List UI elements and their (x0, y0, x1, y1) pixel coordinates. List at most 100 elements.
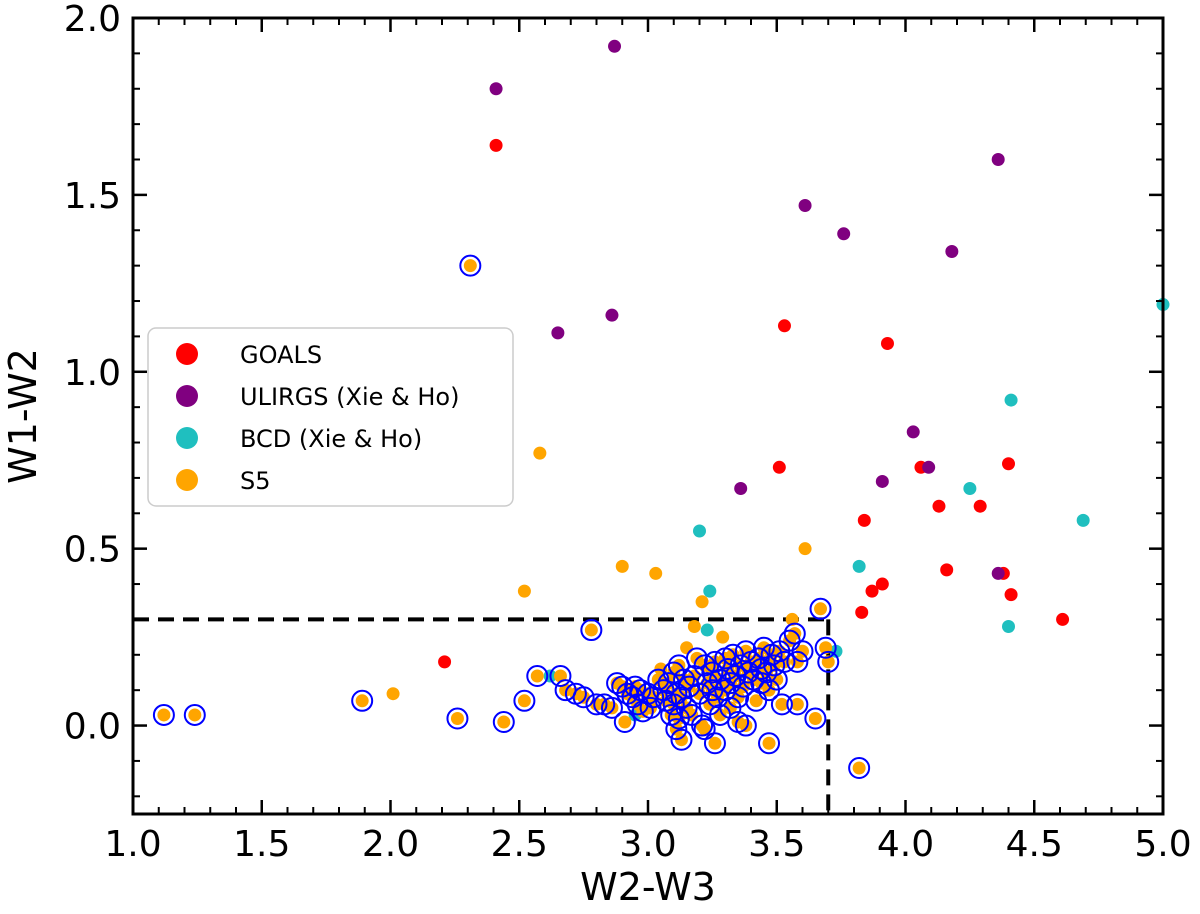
point-selected-ring (727, 686, 750, 709)
point-selected-ring (817, 650, 840, 673)
series-goals (438, 138, 1070, 669)
series-selected (152, 254, 871, 780)
point-selected-ring (665, 682, 688, 705)
point-s5 (530, 669, 544, 683)
data-points (152, 39, 1170, 780)
point-s5 (157, 708, 171, 722)
point-s5 (584, 623, 598, 637)
point-s5 (517, 584, 531, 598)
point-selected-ring (716, 657, 739, 680)
legend-marker (176, 343, 198, 365)
point-selected-ring (585, 693, 608, 716)
point-s5 (680, 641, 694, 655)
point-selected-ring (665, 718, 688, 741)
point-selected-ring (809, 597, 832, 620)
x-tick-label: 1.5 (233, 824, 290, 865)
point-s5 (775, 697, 789, 711)
point-ulirgs-xie-ho (837, 227, 851, 241)
point-ulirgs-xie-ho (489, 82, 503, 96)
point-s5 (698, 722, 712, 736)
point-goals (438, 655, 452, 669)
point-goals (1056, 612, 1070, 626)
point-goals (875, 577, 889, 591)
legend-box (147, 327, 514, 507)
x-axis-title: W2-W3 (580, 865, 716, 909)
point-selected-ring (492, 711, 515, 734)
x-tick-label: 3.0 (619, 824, 676, 865)
point-goals (857, 513, 871, 527)
point-bcd-xie-ho (703, 584, 717, 598)
point-s5 (790, 697, 804, 711)
point-selected-ring (791, 640, 814, 663)
point-ulirgs-xie-ho (991, 566, 1005, 580)
point-s5 (533, 446, 547, 460)
point-goals (855, 605, 869, 619)
point-ulirgs-xie-ho (608, 39, 622, 53)
point-selected-ring (750, 657, 773, 680)
point-bcd-xie-ho (1004, 393, 1018, 407)
point-goals (880, 336, 894, 350)
point-s5 (796, 644, 809, 658)
point-s5 (450, 711, 464, 725)
point-bcd-xie-ho (700, 623, 714, 637)
point-selected-ring (624, 675, 647, 698)
point-selected-ring (647, 668, 670, 691)
point-selected-ring (786, 650, 809, 673)
x-tick-label: 2.5 (491, 824, 548, 865)
point-selected-ring (747, 647, 770, 670)
x-tick-label: 1.0 (104, 824, 161, 865)
point-s5 (798, 542, 812, 556)
point-bcd-xie-ho (1002, 619, 1015, 633)
point-bcd-xie-ho (852, 559, 866, 573)
point-s5 (355, 694, 369, 708)
legend-marker (176, 385, 198, 407)
point-bcd-xie-ho (693, 524, 706, 538)
point-s5 (649, 566, 663, 580)
point-selected-ring (459, 254, 482, 277)
point-s5 (674, 733, 688, 747)
point-bcd-xie-ho (1076, 513, 1090, 527)
point-s5 (618, 715, 632, 729)
tick-labels: 1.0 1.5 2.0 2.5 3.0 3.5 4.0 4.5 5.0 0.0 0.5 1.0 1.5 2… (64, 0, 1192, 865)
y-axis-title: W1-W2 (1, 348, 45, 484)
point-s5 (497, 715, 511, 729)
point-goals (489, 138, 503, 152)
point-selected-ring (572, 686, 595, 709)
point-s5 (749, 694, 763, 708)
point-s5 (463, 259, 477, 273)
point-selected-ring (662, 693, 685, 716)
point-selected-ring (639, 696, 662, 719)
point-ulirgs-xie-ho (991, 153, 1005, 167)
point-selected-ring (719, 672, 742, 695)
point-selected-ring (675, 696, 698, 719)
point-goals (1002, 457, 1015, 471)
point-ulirgs-xie-ho (798, 199, 812, 213)
point-selected-ring (513, 689, 536, 712)
point-ulirgs-xie-ho (922, 460, 936, 474)
point-ulirgs-xie-ho (875, 474, 889, 488)
axis-ticks (131, 16, 1165, 814)
legend-label: S5 (240, 467, 271, 495)
y-tick-label: 1.5 (64, 176, 121, 217)
point-selected-ring (750, 672, 773, 695)
point-selected-ring (693, 718, 716, 741)
point-selected-ring (351, 689, 374, 712)
point-selected-ring (685, 647, 708, 670)
point-selected-ring (600, 696, 623, 719)
point-selected-ring (691, 714, 714, 737)
x-tick-label: 4.0 (877, 824, 934, 865)
point-s5 (386, 687, 400, 701)
y-tick-label: 2.0 (64, 0, 121, 40)
x-tick-label: 5.0 (1134, 824, 1191, 865)
point-s5 (762, 736, 776, 750)
point-s5 (708, 736, 722, 750)
point-selected-ring (703, 732, 726, 755)
legend: GOALS ULIRGS (Xie & Ho) BCD (Xie & Ho) S5 (147, 327, 514, 507)
point-goals (772, 460, 786, 474)
y-tick-label: 1.0 (64, 353, 121, 394)
point-s5 (723, 701, 737, 715)
point-s5 (814, 602, 828, 616)
point-s5 (852, 761, 866, 775)
point-s5 (695, 595, 709, 609)
